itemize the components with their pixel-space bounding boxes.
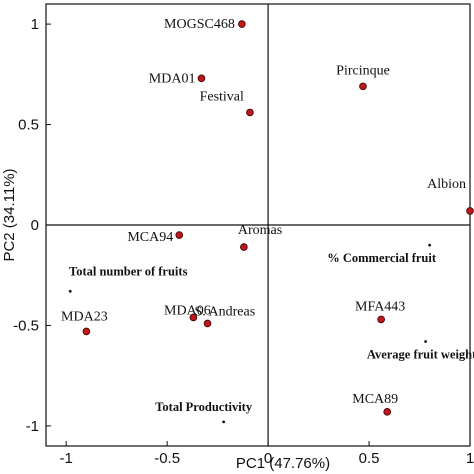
- genotype-point: [189, 313, 198, 322]
- y-tick-label: -1: [26, 418, 39, 435]
- genotype-label: MFA443: [355, 299, 405, 314]
- genotype-label: MDA06: [164, 303, 211, 318]
- y-axis-label: PC2 (34.11%): [1, 168, 18, 261]
- genotype-point: [377, 315, 385, 324]
- genotype-point: [175, 231, 184, 239]
- x-tick-label: -1: [60, 450, 73, 467]
- genotype-label: Aromas: [238, 223, 282, 238]
- genotype-point: [466, 207, 474, 215]
- genotype-point: [238, 20, 246, 28]
- genotype-label: Festival: [200, 89, 244, 104]
- x-tick-label: 1: [466, 450, 474, 467]
- variable-label: Total Productivity: [155, 400, 253, 414]
- x-tick-label: 0.5: [359, 450, 380, 467]
- genotype-label: MOGSC468: [164, 17, 235, 32]
- x-tick-label: -0.5: [154, 450, 180, 467]
- genotype-point: [197, 74, 206, 83]
- variable-points: % Commercial fruit Total number of fruits…: [68, 243, 474, 424]
- genotype-label: S. Andreas: [195, 304, 256, 319]
- genotype-point: [203, 319, 212, 328]
- genotype-points: MOGSC468 MDA01 Festival Pircinque Albion MCA9…: [61, 17, 474, 416]
- genotype-label: MCA89: [352, 392, 398, 407]
- genotype-point: [383, 408, 392, 416]
- genotype-point: [240, 243, 248, 251]
- variable-point: [428, 243, 432, 247]
- x-axis-label: PC1 (47.76%): [236, 455, 330, 472]
- genotype-label: MDA23: [61, 309, 108, 324]
- y-tick-label: -0.5: [13, 317, 39, 334]
- genotype-point: [246, 108, 254, 117]
- y-tick-label: 1: [31, 16, 39, 33]
- variable-point: [68, 289, 72, 293]
- genotype-label: MCA94: [127, 230, 173, 245]
- variable-point: [424, 340, 427, 343]
- variable-label: Average fruit weight: [367, 348, 474, 362]
- genotype-label: Albion: [427, 177, 466, 192]
- genotype-point: [359, 82, 367, 91]
- variable-label: Total number of fruits: [69, 264, 188, 278]
- genotype-point: [82, 327, 91, 336]
- genotype-label: MDA01: [149, 71, 196, 86]
- x-tick-label: 0: [264, 450, 272, 467]
- x-axis-ticks: -1 -0.5 0 0.5 1: [60, 441, 474, 467]
- variable-point: [222, 420, 226, 424]
- y-axis-ticks: 1 0.5 0 -0.5 -1: [13, 16, 51, 435]
- y-tick-label: 0: [31, 217, 39, 234]
- variable-label: % Commercial fruit: [327, 251, 437, 265]
- y-tick-label: 0.5: [18, 117, 39, 134]
- genotype-label: Pircinque: [336, 63, 390, 78]
